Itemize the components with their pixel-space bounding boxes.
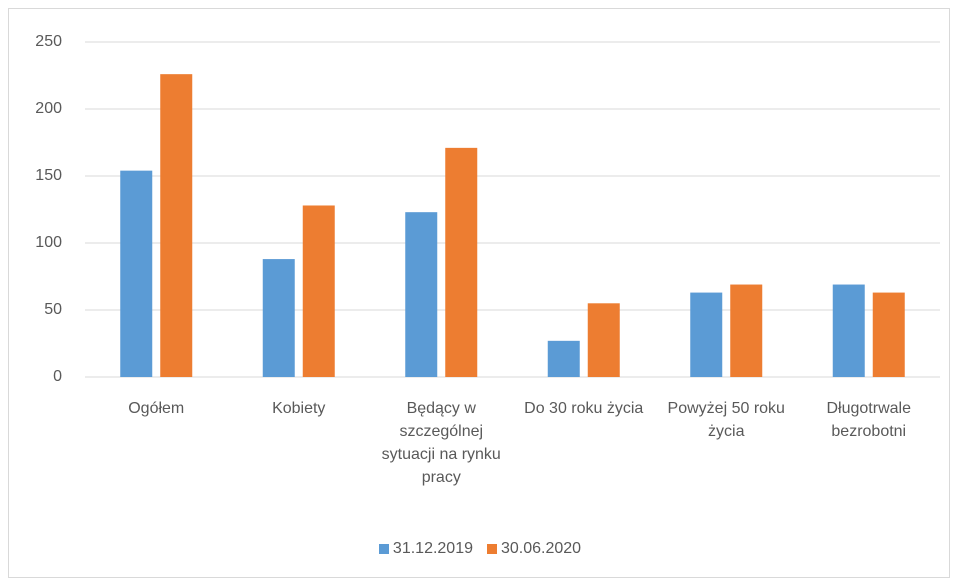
x-tick-label: Kobiety <box>272 400 326 417</box>
bar <box>262 259 295 377</box>
y-tick-label: 50 <box>44 301 62 318</box>
bar <box>120 170 153 377</box>
bar <box>690 292 723 377</box>
bar <box>445 147 478 377</box>
bar <box>832 284 865 377</box>
x-tick-label: Powyżej 50 roku życia <box>667 400 785 440</box>
y-tick-label: 100 <box>35 234 62 251</box>
bar <box>587 303 620 377</box>
legend-swatch <box>378 544 389 554</box>
bar <box>547 340 580 377</box>
x-tick-label: Będący w szczególnej sytuacji na rynku p… <box>381 400 501 486</box>
y-tick-label: 200 <box>35 100 62 117</box>
legend-item: 31.12.2019 <box>378 540 473 558</box>
legend-swatch <box>487 544 497 554</box>
bar <box>405 212 438 377</box>
bar <box>872 292 905 377</box>
legend: 31.12.2019 30.06.2020 <box>0 540 960 558</box>
bar <box>160 74 193 377</box>
bar <box>302 205 335 377</box>
x-tick-label: Do 30 roku życia <box>524 400 644 417</box>
chart-frame <box>8 8 950 578</box>
legend-label: 30.06.2020 <box>501 540 582 557</box>
x-tick-label: Długotrwale bezrobotni <box>826 400 911 440</box>
y-tick-label: 0 <box>53 368 62 385</box>
bar <box>730 284 763 377</box>
legend-item: 30.06.2020 <box>487 540 581 558</box>
x-tick-label: Ogółem <box>128 400 185 417</box>
y-tick-label: 250 <box>35 33 62 50</box>
y-tick-label: 150 <box>35 167 62 184</box>
legend-label: 31.12.2019 <box>392 540 473 557</box>
